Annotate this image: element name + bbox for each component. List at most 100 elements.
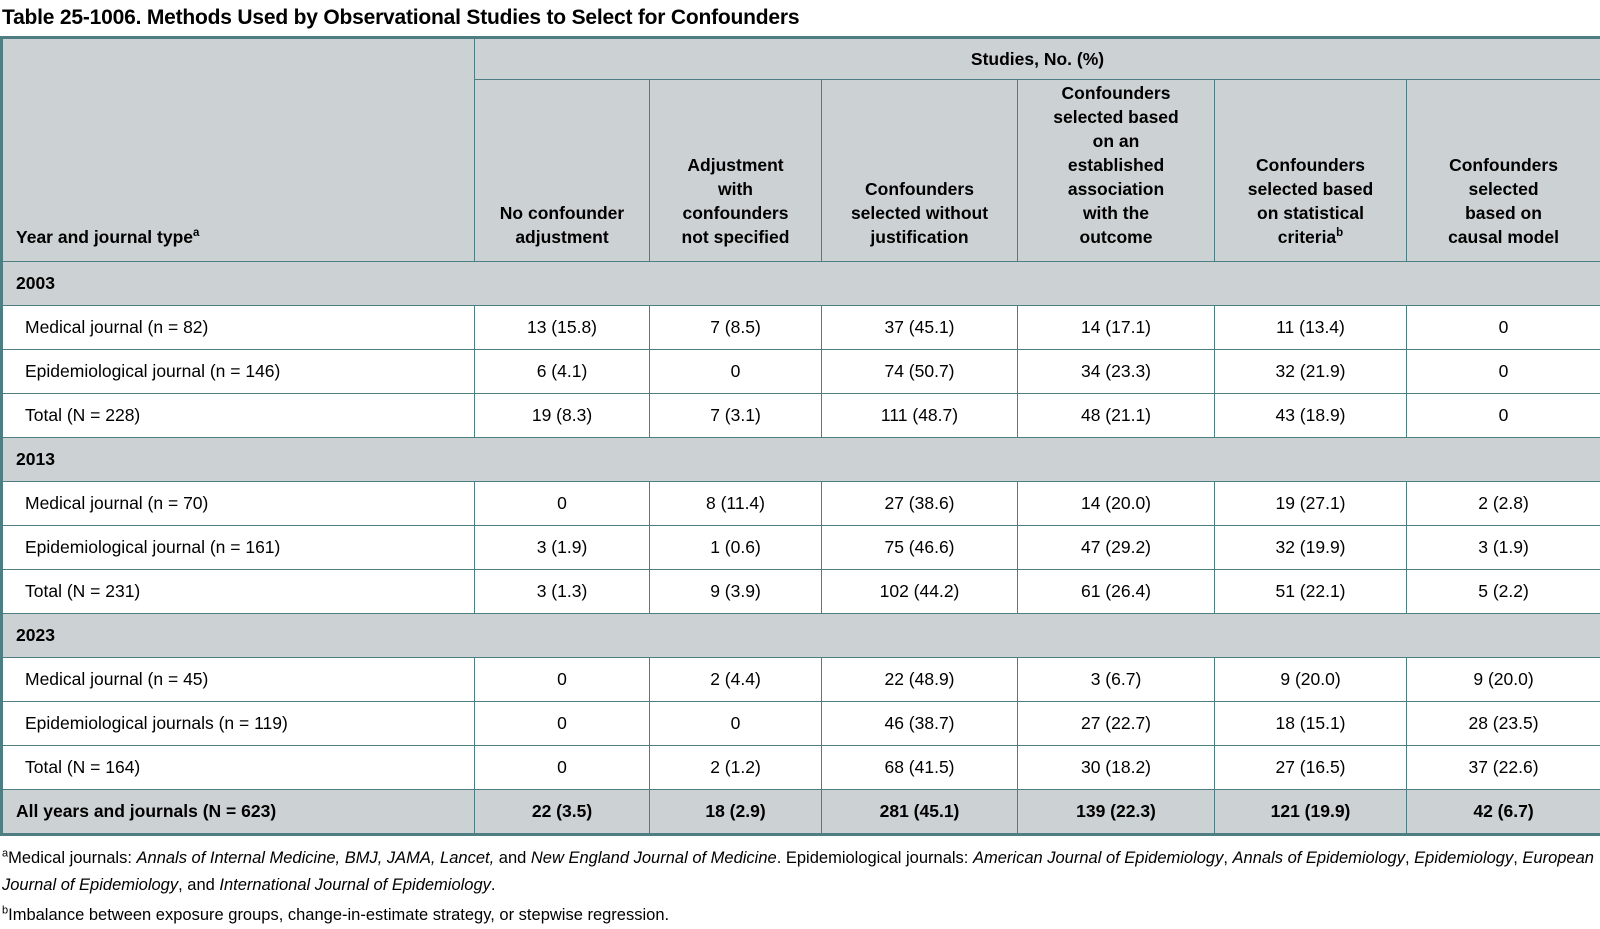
group-header-row: Year and journal typea Studies, No. (%) [2, 38, 1600, 80]
footnote-text: , [1405, 849, 1414, 867]
cell-value: 19 (27.1) [1215, 482, 1407, 526]
row-label: Epidemiological journal (n = 161) [2, 526, 475, 570]
table-row: Total (N = 228)19 (8.3)7 (3.1)111 (48.7)… [2, 394, 1600, 438]
cell-value: 27 (38.6) [822, 482, 1018, 526]
section-row: 2023 [2, 614, 1600, 658]
group-header-studies: Studies, No. (%) [475, 38, 1600, 80]
footnote-text: , [1223, 849, 1232, 867]
section-year-label: 2013 [2, 438, 1600, 482]
table-row: Epidemiological journal (n = 146)6 (4.1)… [2, 350, 1600, 394]
footnote-journal-name: American Journal of Epidemiology [973, 849, 1223, 867]
column-header-label: Confounders selected based on an establi… [1053, 83, 1178, 247]
cell-value: 30 (18.2) [1018, 746, 1215, 790]
cell-value: 0 [475, 702, 650, 746]
footnote-text: , [1513, 849, 1522, 867]
cell-value: 2 (2.8) [1407, 482, 1600, 526]
footnotes: aMedical journals: Annals of Internal Me… [2, 845, 1600, 929]
totals-cell-value: 139 (22.3) [1018, 790, 1215, 835]
col-header-year-journal-type: Year and journal typea [2, 38, 475, 262]
section-year-label: 2003 [2, 262, 1600, 306]
cell-value: 6 (4.1) [475, 350, 650, 394]
section-year-label: 2023 [2, 614, 1600, 658]
cell-value: 74 (50.7) [822, 350, 1018, 394]
footnote-journal-name: Annals of Epidemiology [1233, 849, 1405, 867]
cell-value: 48 (21.1) [1018, 394, 1215, 438]
cell-value: 9 (20.0) [1215, 658, 1407, 702]
footnote-journal-name: Epidemiology [1414, 849, 1513, 867]
cell-value: 27 (22.7) [1018, 702, 1215, 746]
cell-value: 14 (17.1) [1018, 306, 1215, 350]
cell-value: 1 (0.6) [650, 526, 822, 570]
row-label: Epidemiological journals (n = 119) [2, 702, 475, 746]
cell-value: 51 (22.1) [1215, 570, 1407, 614]
cell-value: 8 (11.4) [650, 482, 822, 526]
totals-cell-value: 121 (19.9) [1215, 790, 1407, 835]
column-header-label: No confounder adjustment [500, 203, 624, 247]
cell-value: 22 (48.9) [822, 658, 1018, 702]
row-label: Medical journal (n = 45) [2, 658, 475, 702]
cell-value: 47 (29.2) [1018, 526, 1215, 570]
footnote-text: , and [178, 876, 219, 894]
column-header: Confounders selected based on causal mod… [1407, 80, 1600, 262]
cell-value: 3 (6.7) [1018, 658, 1215, 702]
cell-value: 0 [475, 746, 650, 790]
confounders-table: Year and journal typea Studies, No. (%) … [0, 36, 1600, 836]
cell-value: 111 (48.7) [822, 394, 1018, 438]
cell-value: 27 (16.5) [1215, 746, 1407, 790]
footnote-journal-name: New England Journal of Medicine [531, 849, 777, 867]
cell-value: 46 (38.7) [822, 702, 1018, 746]
footnote-text: Imbalance between exposure groups, chang… [8, 906, 669, 924]
superscript-marker-b: b [1336, 227, 1343, 239]
column-header: Confounders selected without justificati… [822, 80, 1018, 262]
cell-value: 34 (23.3) [1018, 350, 1215, 394]
cell-value: 0 [1407, 306, 1600, 350]
cell-value: 68 (41.5) [822, 746, 1018, 790]
row-label: Total (N = 228) [2, 394, 475, 438]
footnote-text: . [491, 876, 496, 894]
cell-value: 75 (46.6) [822, 526, 1018, 570]
cell-value: 9 (3.9) [650, 570, 822, 614]
page: Table 25-1006. Methods Used by Observati… [0, 5, 1600, 929]
cell-value: 7 (8.5) [650, 306, 822, 350]
cell-value: 3 (1.3) [475, 570, 650, 614]
totals-row: All years and journals (N = 623)22 (3.5)… [2, 790, 1600, 835]
totals-cell-value: 22 (3.5) [475, 790, 650, 835]
cell-value: 19 (8.3) [475, 394, 650, 438]
footnote-text: . Epidemiological journals: [777, 849, 973, 867]
cell-value: 37 (45.1) [822, 306, 1018, 350]
cell-value: 14 (20.0) [1018, 482, 1215, 526]
column-header: Confounders selected based on statistica… [1215, 80, 1407, 262]
column-header: Confounders selected based on an establi… [1018, 80, 1215, 262]
totals-row-label: All years and journals (N = 623) [2, 790, 475, 835]
row-label: Total (N = 164) [2, 746, 475, 790]
cell-value: 13 (15.8) [475, 306, 650, 350]
footnote-text: and [494, 849, 531, 867]
cell-value: 32 (19.9) [1215, 526, 1407, 570]
row-label: Total (N = 231) [2, 570, 475, 614]
cell-value: 3 (1.9) [1407, 526, 1600, 570]
cell-value: 61 (26.4) [1018, 570, 1215, 614]
cell-value: 5 (2.2) [1407, 570, 1600, 614]
cell-value: 0 [1407, 394, 1600, 438]
totals-cell-value: 281 (45.1) [822, 790, 1018, 835]
cell-value: 32 (21.9) [1215, 350, 1407, 394]
section-row: 2013 [2, 438, 1600, 482]
row-label: Epidemiological journal (n = 146) [2, 350, 475, 394]
cell-value: 2 (4.4) [650, 658, 822, 702]
cell-value: 28 (23.5) [1407, 702, 1600, 746]
column-header: No confounder adjustment [475, 80, 650, 262]
cell-value: 3 (1.9) [475, 526, 650, 570]
column-header-label: Confounders selected based on statistica… [1248, 155, 1373, 247]
table-row: Total (N = 231)3 (1.3)9 (3.9)102 (44.2)6… [2, 570, 1600, 614]
cell-value: 43 (18.9) [1215, 394, 1407, 438]
footnote: bImbalance between exposure groups, chan… [2, 902, 1600, 929]
table-title: Table 25-1006. Methods Used by Observati… [2, 5, 1600, 30]
column-header: Adjustment with confounders not specifie… [650, 80, 822, 262]
cell-value: 2 (1.2) [650, 746, 822, 790]
column-header-label: Adjustment with confounders not specifie… [682, 155, 790, 247]
table-row: Epidemiological journal (n = 161)3 (1.9)… [2, 526, 1600, 570]
row-label: Medical journal (n = 70) [2, 482, 475, 526]
